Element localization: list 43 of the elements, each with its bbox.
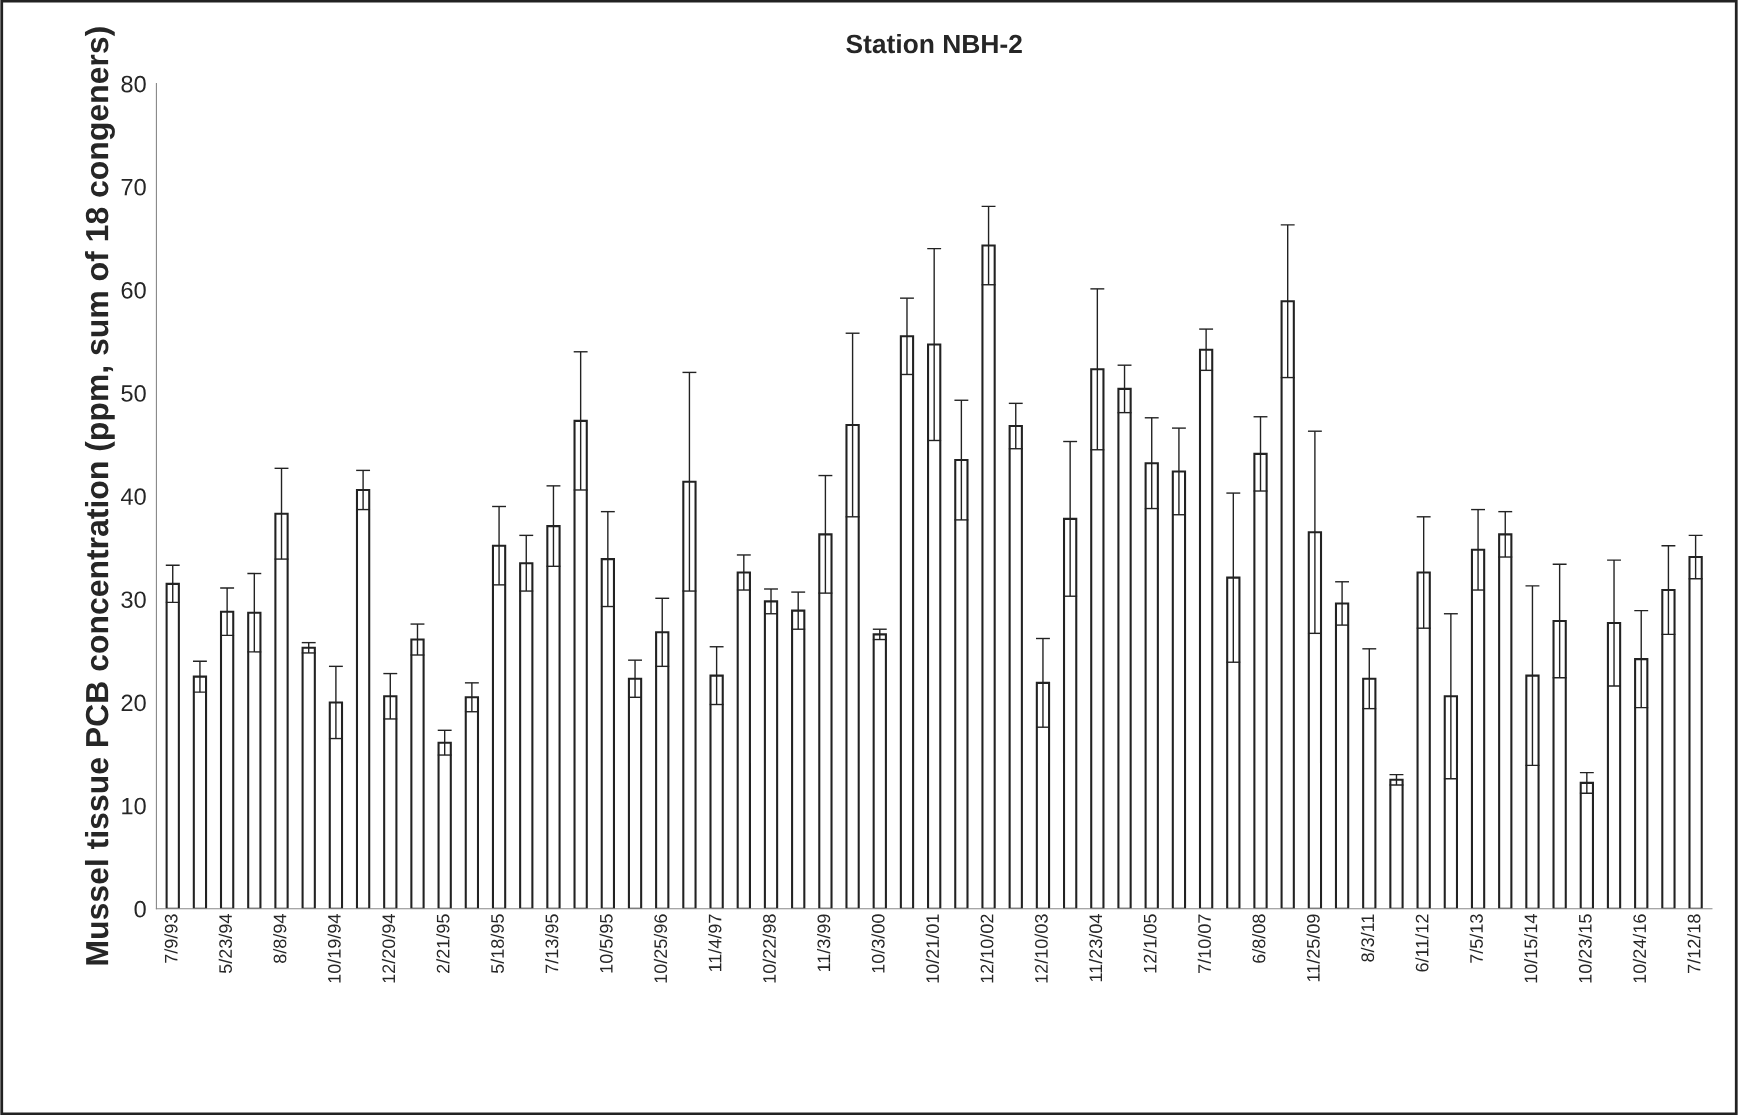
x-tick-label: 10/24/16 — [1632, 914, 1647, 983]
x-tick-label: 10/25/96 — [653, 914, 668, 983]
x-tick-label: 8/3/11 — [1360, 914, 1375, 962]
x-tick-label: 10/15/14 — [1524, 914, 1538, 983]
x-tick-label: 11/4/97 — [708, 914, 722, 972]
chart-title: Station NBH-2 — [846, 33, 1022, 54]
x-tick-label: 10/21/01 — [925, 914, 940, 983]
bar — [1389, 778, 1404, 909]
x-tick-label: 12/10/02 — [980, 914, 994, 983]
y-tick-label: 0 — [134, 900, 146, 918]
y-tick-label: 50 — [121, 385, 146, 402]
x-tick-label: 12/20/94 — [381, 914, 396, 983]
x-tick-label: 7/12/18 — [1687, 914, 1701, 973]
x-tick-label: 7/5/13 — [1469, 914, 1483, 963]
x-tick-label: 12/10/03 — [1034, 914, 1048, 983]
x-tick-label: 10/5/95 — [599, 914, 613, 973]
x-tick-label: 11/3/99 — [816, 914, 831, 972]
y-tick-label: 10 — [122, 797, 146, 815]
x-tick-label: 10/3/00 — [871, 914, 885, 973]
x-tick-label: 7/9/93 — [164, 914, 178, 963]
x-tick-label: 10/19/94 — [327, 914, 341, 983]
x-tick-label: 6/11/12 — [1415, 914, 1429, 972]
x-tick-label: 5/23/94 — [218, 914, 232, 974]
x-tick-label: 2/21/95 — [436, 914, 450, 973]
x-tick-label: 7/13/95 — [545, 914, 559, 973]
x-tick-label: 8/8/94 — [273, 914, 287, 963]
x-tick-label: 12/1/05 — [1143, 914, 1157, 973]
x-tick-label: 5/18/95 — [490, 914, 504, 974]
x-tick-label: 6/8/08 — [1252, 914, 1266, 963]
y-tick-label: 40 — [120, 488, 146, 505]
x-tick-label: 7/10/07 — [1197, 914, 1211, 973]
bar — [872, 633, 887, 909]
x-tick-label: 11/23/04 — [1088, 914, 1103, 982]
x-tick-label: 10/22/98 — [762, 914, 776, 983]
x-tick-label: 11/25/09 — [1306, 914, 1320, 982]
y-tick-label: 70 — [121, 178, 146, 196]
y-axis-title: Mussel tissue PCB concentration (ppm, sum of 18 congeners) — [84, 27, 115, 965]
y-tick-label: 30 — [121, 591, 146, 609]
y-tick-label: 60 — [121, 281, 146, 299]
x-tick-label: 10/23/15 — [1578, 914, 1592, 983]
y-tick-label: 80 — [121, 75, 146, 93]
y-tick-label: 20 — [121, 694, 146, 712]
bar — [301, 646, 316, 909]
